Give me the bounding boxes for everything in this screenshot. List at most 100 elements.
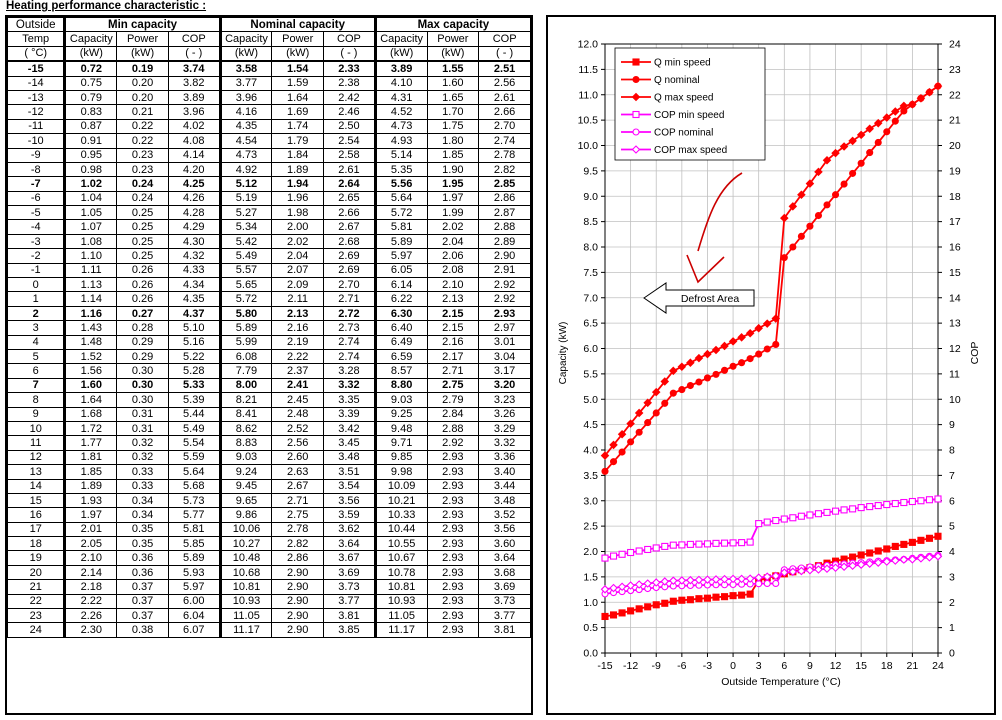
value-cell: 1.55 (426, 60, 480, 77)
data-point (916, 554, 926, 563)
y2-tick-label: 10 (949, 394, 961, 406)
data-point (780, 515, 788, 523)
sub-header-9: COP (478, 31, 531, 47)
value-cell: 2.92 (478, 291, 531, 307)
value-cell: 5.44 (167, 406, 221, 422)
value-cell: 6.22 (373, 291, 428, 307)
y2-tick-label: 15 (949, 267, 961, 279)
value-cell: 5.10 (167, 320, 221, 336)
data-point (694, 353, 704, 363)
value-cell: 3.81 (478, 622, 531, 638)
value-cell: 10.27 (218, 536, 273, 552)
x-tick-label: 18 (881, 660, 893, 672)
data-point (601, 612, 609, 621)
table-row: 4 1.48 0.29 5.16 5.99 2.19 2.74 6.49 2.16 3.01 (7, 334, 531, 350)
value-cell: 6.05 (373, 262, 428, 279)
unit-header-2: (kW) (116, 45, 169, 63)
value-cell: 3.77 (218, 75, 273, 91)
value-cell: 9.45 (218, 478, 273, 494)
legend-item: COP min speed (621, 110, 724, 121)
value-cell: 2.74 (323, 348, 376, 365)
y-tick-label: 1.5 (583, 571, 598, 583)
data-point (917, 497, 925, 505)
y2-tick-label: 11 (949, 368, 960, 380)
data-point (669, 541, 677, 549)
value-cell: 2.72 (323, 305, 376, 322)
data-point (737, 333, 746, 342)
value-cell: 3.01 (478, 334, 531, 350)
y-tick-label: 4.0 (583, 445, 598, 457)
data-point (874, 547, 882, 555)
data-point (865, 559, 874, 568)
value-cell: 10.55 (373, 536, 428, 552)
sub-header-row: Temp Capacity Power COP Capacity Power COP Capa… (7, 31, 531, 47)
series-line (604, 555, 939, 591)
unit-header-0: ( °C) (7, 45, 66, 63)
data-point (771, 571, 781, 581)
group-header-min-capacity: Min capacity (63, 17, 221, 33)
value-cell: 5.80 (218, 305, 273, 322)
data-point (703, 349, 712, 359)
table-row: 1 1.14 0.26 4.35 5.72 2.11 2.71 6.22 2.13 2.92 (7, 291, 531, 307)
value-cell: 0.23 (116, 161, 169, 178)
data-point (644, 545, 652, 554)
value-cell: 4.29 (167, 219, 221, 235)
unit-header-4: (kW) (218, 45, 273, 63)
value-cell: 8.57 (373, 363, 428, 379)
value-cell: 2.75 (271, 507, 325, 523)
value-cell: 5.97 (373, 248, 428, 264)
temp-cell: 0 (7, 277, 66, 293)
value-cell: 3.64 (323, 536, 376, 552)
unit-header-8: (kW) (426, 45, 480, 63)
value-cell: 5.85 (167, 536, 221, 552)
legend-label: Q max speed (654, 93, 713, 104)
temp-cell: -3 (7, 233, 66, 250)
value-cell: 2.52 (271, 420, 325, 437)
value-cell: 1.80 (426, 133, 480, 149)
temp-cell: 12 (7, 449, 66, 466)
value-cell: 2.85 (478, 176, 531, 192)
value-cell: 3.32 (478, 435, 531, 451)
value-cell: 5.33 (167, 377, 221, 394)
value-cell: 0.32 (116, 449, 169, 466)
value-cell: 3.17 (478, 363, 531, 379)
value-cell: 2.90 (478, 248, 531, 264)
data-point (797, 232, 805, 240)
data-point (609, 583, 618, 593)
value-cell: 2.71 (426, 363, 480, 379)
value-cell: 3.32 (323, 377, 376, 394)
value-cell: 3.20 (478, 377, 531, 394)
value-cell: 2.86 (271, 550, 325, 566)
table-row: -13 0.79 0.20 3.89 3.96 1.64 2.42 4.31 1.65 2.61 (7, 89, 531, 106)
value-cell: 0.24 (116, 176, 169, 192)
data-point (762, 572, 772, 581)
value-cell: 1.69 (271, 104, 325, 120)
value-cell: 4.54 (218, 133, 273, 149)
data-point (891, 117, 899, 125)
y2-tick-label: 21 (949, 115, 961, 127)
value-cell: 0.79 (63, 89, 118, 106)
data-point (601, 554, 609, 562)
data-point (848, 136, 857, 146)
table-row: -14 0.75 0.20 3.82 3.77 1.59 2.38 4.10 1.60 2.56 (7, 75, 531, 91)
value-cell: 4.37 (167, 305, 221, 322)
data-point (814, 167, 823, 177)
y-tick-label: 2.5 (583, 521, 598, 533)
temp-cell: -6 (7, 190, 66, 207)
x-tick-label: 3 (756, 660, 762, 672)
value-cell: 2.60 (271, 449, 325, 466)
value-cell: 2.61 (478, 89, 531, 106)
data-point (618, 448, 626, 456)
value-cell: 6.40 (373, 320, 428, 336)
x-tick-label: -15 (597, 660, 612, 672)
value-cell: 2.97 (478, 320, 531, 336)
data-point (738, 539, 746, 547)
data-point (900, 498, 908, 507)
value-cell: 5.49 (167, 420, 221, 437)
value-cell: 2.75 (426, 377, 480, 394)
value-cell: 2.58 (323, 147, 376, 163)
value-cell: 9.25 (373, 406, 428, 422)
y-tick-label: 2.0 (583, 546, 598, 558)
value-cell: 2.71 (271, 492, 325, 509)
data-point (694, 575, 704, 585)
